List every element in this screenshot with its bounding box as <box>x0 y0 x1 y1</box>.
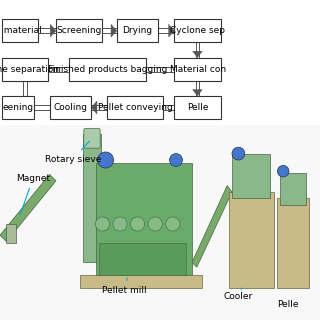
Polygon shape <box>20 96 29 102</box>
FancyBboxPatch shape <box>174 19 221 42</box>
Circle shape <box>232 147 245 160</box>
FancyBboxPatch shape <box>50 96 91 119</box>
Circle shape <box>170 154 182 166</box>
Polygon shape <box>91 101 97 114</box>
Text: eening: eening <box>2 103 33 112</box>
FancyBboxPatch shape <box>174 96 221 119</box>
Text: Cooler: Cooler <box>224 288 253 301</box>
Circle shape <box>277 165 289 177</box>
Text: Cooling: Cooling <box>53 103 87 112</box>
FancyBboxPatch shape <box>69 58 146 81</box>
Circle shape <box>131 217 145 231</box>
Text: Pellet mill: Pellet mill <box>102 278 147 295</box>
FancyBboxPatch shape <box>80 275 202 288</box>
Text: Material con: Material con <box>170 65 226 74</box>
Text: Rotary sieve: Rotary sieve <box>45 141 101 164</box>
Polygon shape <box>69 63 75 76</box>
FancyBboxPatch shape <box>229 192 274 288</box>
FancyBboxPatch shape <box>117 19 158 42</box>
Polygon shape <box>111 24 117 37</box>
Text: Finished products bagging: Finished products bagging <box>47 65 167 74</box>
Text: Pelle: Pelle <box>187 103 208 112</box>
FancyBboxPatch shape <box>83 134 101 262</box>
FancyBboxPatch shape <box>96 163 192 275</box>
Polygon shape <box>193 90 202 96</box>
Polygon shape <box>174 63 180 76</box>
Circle shape <box>98 152 114 168</box>
Text: Pellet conveying: Pellet conveying <box>98 103 172 112</box>
Text: Magnet: Magnet <box>16 174 50 215</box>
Polygon shape <box>192 186 232 267</box>
Polygon shape <box>107 101 113 114</box>
FancyBboxPatch shape <box>277 198 309 288</box>
FancyBboxPatch shape <box>84 129 100 148</box>
Polygon shape <box>174 101 180 114</box>
Circle shape <box>148 217 162 231</box>
FancyBboxPatch shape <box>2 19 38 42</box>
FancyBboxPatch shape <box>56 19 102 42</box>
FancyBboxPatch shape <box>280 173 306 205</box>
Polygon shape <box>193 51 202 58</box>
FancyBboxPatch shape <box>2 58 48 81</box>
Circle shape <box>113 217 127 231</box>
Text: Screening: Screening <box>57 26 102 35</box>
Polygon shape <box>169 24 174 37</box>
Text: Pelle: Pelle <box>277 300 299 309</box>
FancyBboxPatch shape <box>107 96 163 119</box>
FancyBboxPatch shape <box>232 154 270 198</box>
FancyBboxPatch shape <box>0 125 320 320</box>
Polygon shape <box>0 174 56 242</box>
Text: Drying: Drying <box>123 26 153 35</box>
FancyBboxPatch shape <box>2 96 34 119</box>
Polygon shape <box>50 24 56 37</box>
Text: Cyclone sep: Cyclone sep <box>170 26 225 35</box>
FancyBboxPatch shape <box>6 224 16 243</box>
Text: material: material <box>0 26 42 35</box>
FancyBboxPatch shape <box>174 58 221 81</box>
FancyBboxPatch shape <box>99 243 186 275</box>
Circle shape <box>166 217 180 231</box>
Circle shape <box>95 217 109 231</box>
Text: one separation: one separation <box>0 65 59 74</box>
